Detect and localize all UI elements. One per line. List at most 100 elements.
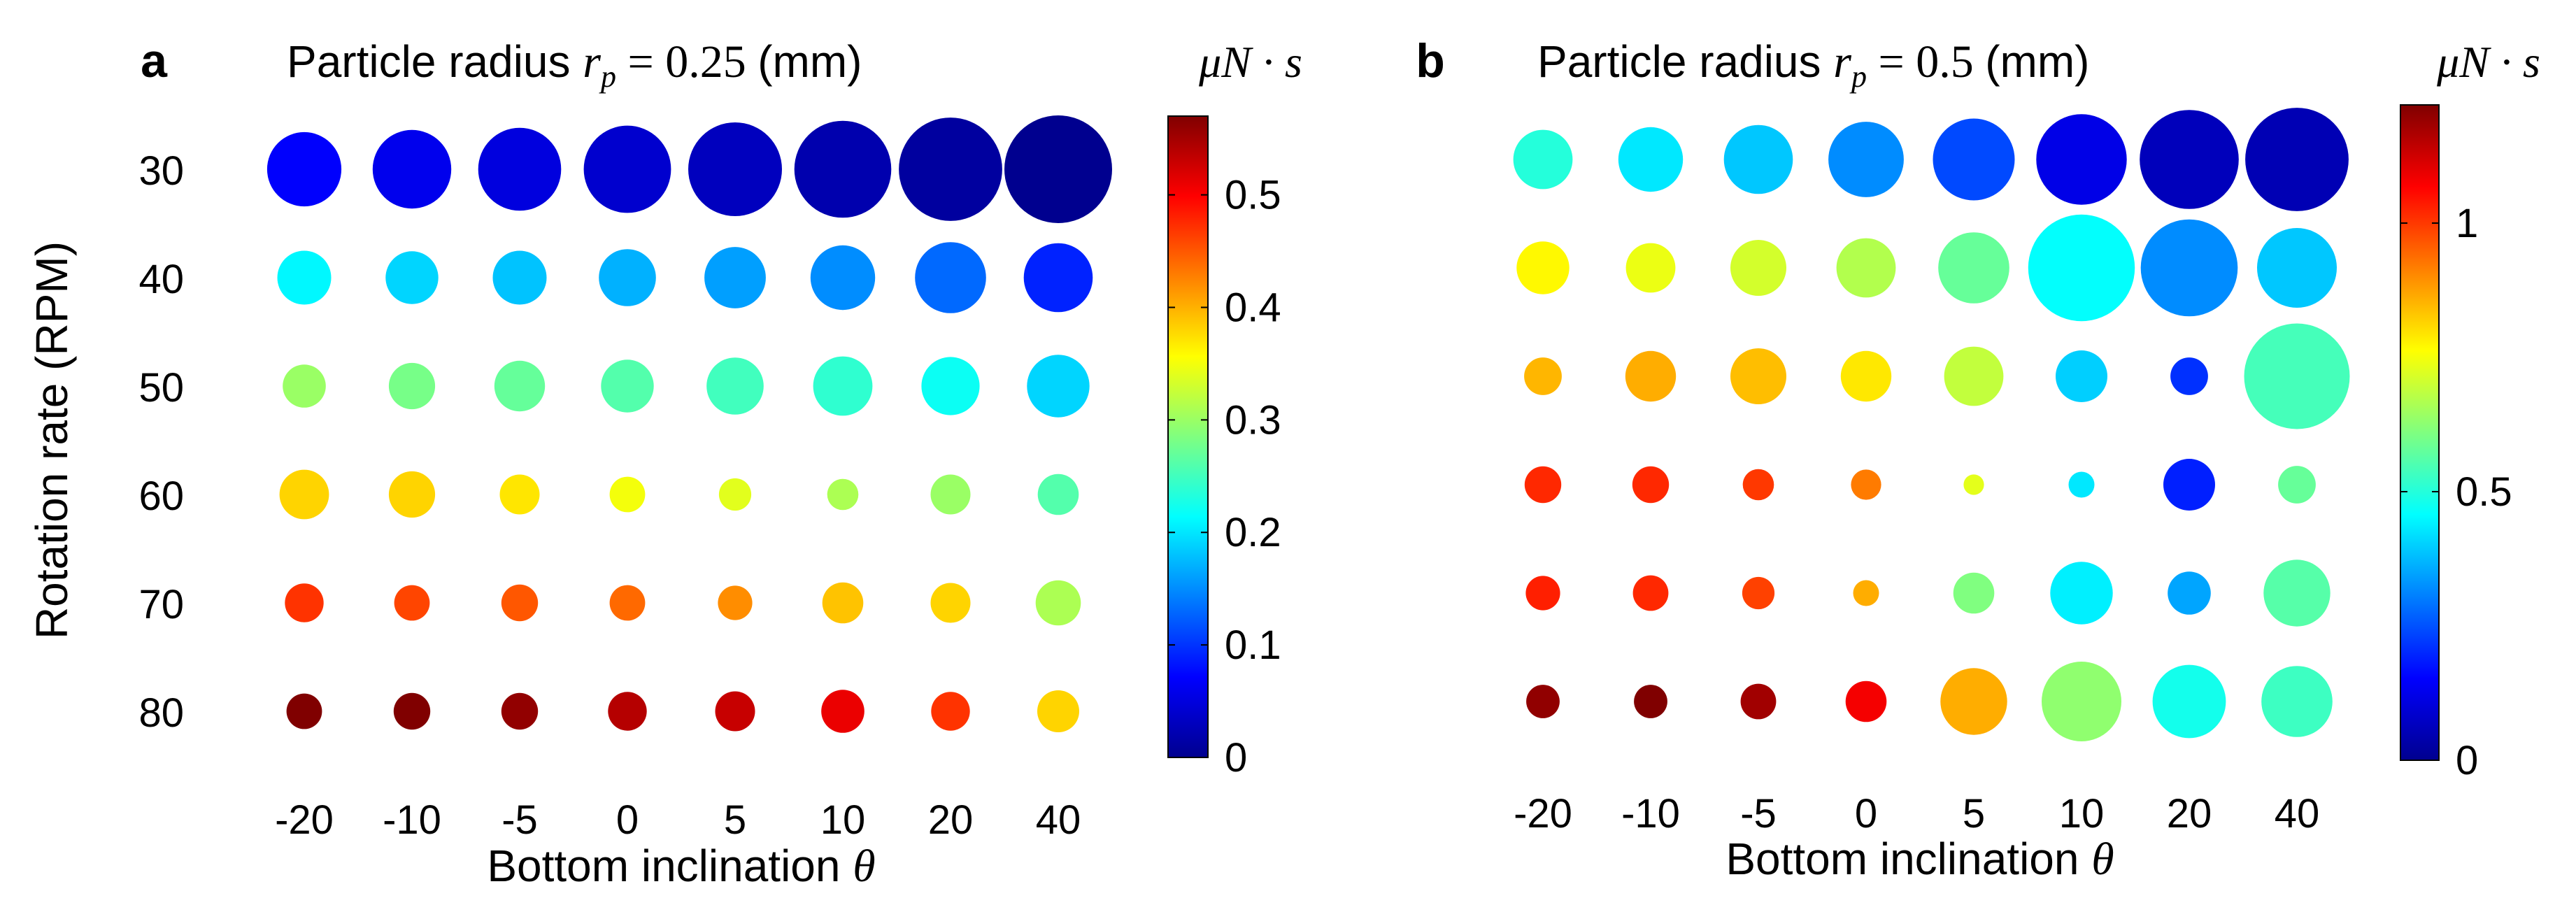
title-text: Particle radius [1537,36,1833,87]
x-tick-label: 10 [820,797,866,843]
bubble [1742,576,1775,610]
bubble [494,360,546,412]
panel-letter: b [1416,34,1445,87]
x-tick-label: -20 [1514,791,1572,836]
x-axis-label-text: Bottom inclination [487,841,853,891]
x-tick-label: 40 [1036,797,1081,843]
colorbar-unit-label: μN · s [2436,37,2540,87]
title-text: Particle radius [287,36,583,87]
bubble [821,690,864,733]
x-tick-label: 40 [2275,791,2320,836]
bubble [810,245,876,311]
bubble [2170,357,2208,395]
bubble [601,359,654,413]
bubble [1963,474,1984,495]
bubble [915,242,986,313]
colorbar [2400,104,2440,761]
panel-letter: a [141,34,168,87]
colorbar-tick-label: 0.1 [1225,622,1281,668]
bubble [688,122,782,216]
bubble [2245,108,2349,211]
bubble [1828,122,1904,197]
colorbar-tick-label: 1 [2456,201,2478,246]
x-tick-label: 20 [2167,791,2212,836]
bubble [609,476,646,513]
bubble [283,364,326,408]
colorbar-tick-label: 0.4 [1225,285,1281,330]
bubble [1944,346,2004,406]
colorbar-unit-label: μN · s [1198,37,1302,87]
bubble [1740,683,1777,720]
bubble [1625,243,1676,293]
bubble [1037,473,1079,515]
bubble [1836,238,1896,298]
bubble [813,356,873,416]
bubble [385,251,439,304]
bubble [1953,572,1995,614]
bubble [388,362,436,410]
bubble [2050,562,2113,625]
x-axis-label-symbol: θ [2091,834,2114,885]
colorbar-tick-label: 0.5 [1225,173,1281,218]
bubble [1742,469,1774,501]
x-tick-label: 0 [1855,791,1877,836]
bubble [2261,666,2333,737]
bubble [2263,560,2331,627]
bubble [704,247,766,308]
bubble [285,583,324,622]
bubble [2168,571,2211,615]
bubble [266,131,342,207]
bubble [1524,357,1562,395]
x-tick-label: 20 [928,797,974,843]
y-tick-label: 70 [138,582,184,627]
bubble [393,692,431,730]
bubble [718,585,753,620]
bubble [1035,580,1081,626]
bubble [609,585,646,621]
bubble [827,478,859,511]
x-axis-label-text: Bottom inclination [1725,834,2091,884]
bubble [1525,576,1560,611]
colorbar-tick-label: 0 [1225,735,1247,781]
colorbar-tick-label: 0 [2456,738,2478,783]
title-equals: = 0.25 [616,36,757,87]
title-symbol: r [583,36,601,87]
y-tick-label: 40 [138,257,184,302]
bubble [931,692,970,731]
bubble [394,585,430,621]
bubble [2278,466,2316,504]
bubble [478,127,562,211]
bubble [718,478,752,511]
x-tick-label: -5 [1740,791,1777,836]
bubble [1004,115,1112,223]
x-tick-label: 5 [724,797,746,843]
title-equals: = 0.5 [1867,36,1985,87]
bubble [1730,240,1786,296]
y-tick-label: 30 [138,148,184,194]
bubble [599,249,656,306]
bubble [388,471,436,518]
bubble [2140,219,2238,317]
y-axis-label: Rotation rate (RPM) [27,241,77,639]
bubble [608,692,647,731]
bubble [2152,664,2226,739]
bubble [2036,114,2127,205]
bubble [1524,466,1562,504]
bubble [2042,662,2121,741]
bubble [1634,685,1667,718]
x-axis-label: Bottom inclination θ [1725,834,2114,885]
bubble [1513,129,1573,190]
x-tick-label: -5 [501,797,538,843]
bubble [1730,348,1786,404]
title-symbol: r [1833,36,1851,87]
bubble [2140,110,2239,209]
bubble [501,692,539,730]
bubble [1632,466,1670,504]
bubble [1940,668,2007,735]
bubble [1632,575,1669,611]
title-subscript: p [599,59,616,94]
bubble [499,474,540,515]
bubble [1851,469,1881,500]
bubble [1853,580,1879,606]
bubble [277,250,332,305]
